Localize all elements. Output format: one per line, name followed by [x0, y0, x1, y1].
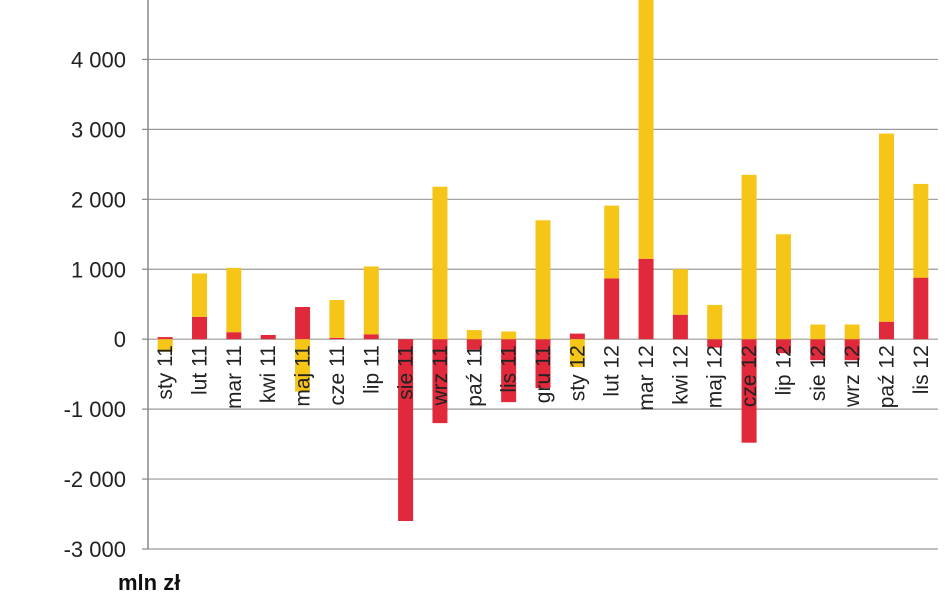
bar-segment-1: [638, 258, 654, 340]
x-tick-label: lis 11: [498, 345, 521, 392]
x-tick-label: gru 11: [532, 345, 555, 403]
y-axis-unit-label: mln zł: [118, 570, 181, 595]
bar-segment-2: [329, 300, 345, 338]
bar-segment-2: [363, 266, 379, 335]
x-tick-label: kwi 12: [669, 345, 692, 405]
x-tick-label: paź 11: [463, 345, 486, 407]
bar-segment-1: [844, 339, 860, 361]
x-tick-label: maj 12: [704, 345, 727, 408]
bar-segment-1: [604, 278, 620, 340]
bar-segment-1: [707, 339, 723, 348]
bar-segment-2: [741, 174, 757, 340]
bar-segment-2: [672, 269, 688, 315]
bar-segment-2: [707, 304, 723, 340]
x-tick-label: wrz 12: [841, 345, 864, 408]
x-tick-label: wrz 11: [429, 345, 452, 406]
bar-segment-1: [775, 339, 791, 354]
x-tick-label: mar 11: [223, 345, 246, 409]
y-axis-ticks: -3 000 -2 000 -1 000 0 1 000 2 000 3 000 4 000: [64, 47, 148, 562]
x-tick-label: sty 12: [566, 345, 589, 401]
y-tick-label: 3 000: [71, 117, 126, 142]
bar-segment-1: [466, 339, 482, 350]
bar-segment-1: [569, 333, 585, 340]
x-tick-label: cze 12: [738, 345, 761, 407]
bar-segment-1: [913, 277, 929, 340]
y-tick-label: 1 000: [71, 257, 126, 282]
bar-segment-2: [501, 331, 517, 340]
bar-segment-1: [878, 321, 894, 340]
y-tick-label: 2 000: [71, 187, 126, 212]
bar-segment-1: [501, 339, 517, 403]
y-tick-label: -1 000: [64, 397, 126, 422]
bar-segment-1: [329, 337, 345, 340]
bar-segment-1: [226, 332, 242, 340]
x-tick-label: lip 12: [772, 345, 795, 395]
bar-segment-2: [844, 324, 860, 340]
bar-segment-2: [569, 339, 585, 368]
x-tick-label: lip 11: [360, 345, 383, 394]
bar-segment-2: [638, 0, 654, 259]
bar-segment-1: [157, 337, 173, 340]
bar-segment-1: [363, 334, 379, 340]
x-tick-label: paź 12: [875, 345, 898, 408]
x-tick-label: lis 12: [910, 345, 933, 394]
y-tick-label: 4 000: [71, 47, 126, 72]
x-axis-ticks: sty 11 lut 11 mar 11 kwi 11 maj 11 cze 11 lip …: [154, 345, 933, 410]
y-tick-label: -3 000: [64, 537, 126, 562]
x-tick-label: maj 11: [292, 345, 315, 406]
bar-segment-1: [672, 314, 688, 340]
bar-segment-2: [226, 267, 242, 333]
bar-segment-1: [535, 339, 551, 389]
bar-segment-1: [432, 339, 448, 424]
bar-segment-2: [157, 339, 173, 352]
y-tick-label: -2 000: [64, 467, 126, 492]
x-tick-label: sty 11: [154, 345, 177, 399]
bar-segment-2: [192, 273, 208, 317]
y-tick-label: 0: [114, 327, 126, 352]
bar-segment-2: [535, 220, 551, 340]
x-tick-label: cze 11: [326, 345, 349, 405]
bar-segment-1: [398, 339, 414, 522]
x-tick-label: sie 12: [807, 345, 830, 401]
x-tick-label: lut 11: [189, 345, 212, 395]
x-tick-label: sie 11: [395, 345, 418, 399]
bar-segment-2: [775, 234, 791, 340]
bar-segment-2: [295, 339, 311, 392]
bar-segment-2: [604, 205, 620, 279]
x-tick-label: lut 12: [601, 345, 624, 396]
bar-segment-1: [192, 316, 208, 340]
bar-segment-1: [295, 307, 311, 340]
bar-segment-1: [260, 334, 276, 340]
bars: [157, 0, 929, 522]
bar-segment-2: [878, 133, 894, 322]
x-tick-label: mar 12: [635, 345, 658, 410]
bar-segment-1: [741, 339, 757, 443]
bar-segment-2: [432, 186, 448, 340]
bar-segment-2: [810, 324, 826, 340]
bar-segment-2: [913, 183, 929, 278]
bar-segment-1: [810, 339, 826, 361]
bar-segment-2: [466, 330, 482, 340]
x-tick-label: kwi 11: [257, 345, 280, 403]
